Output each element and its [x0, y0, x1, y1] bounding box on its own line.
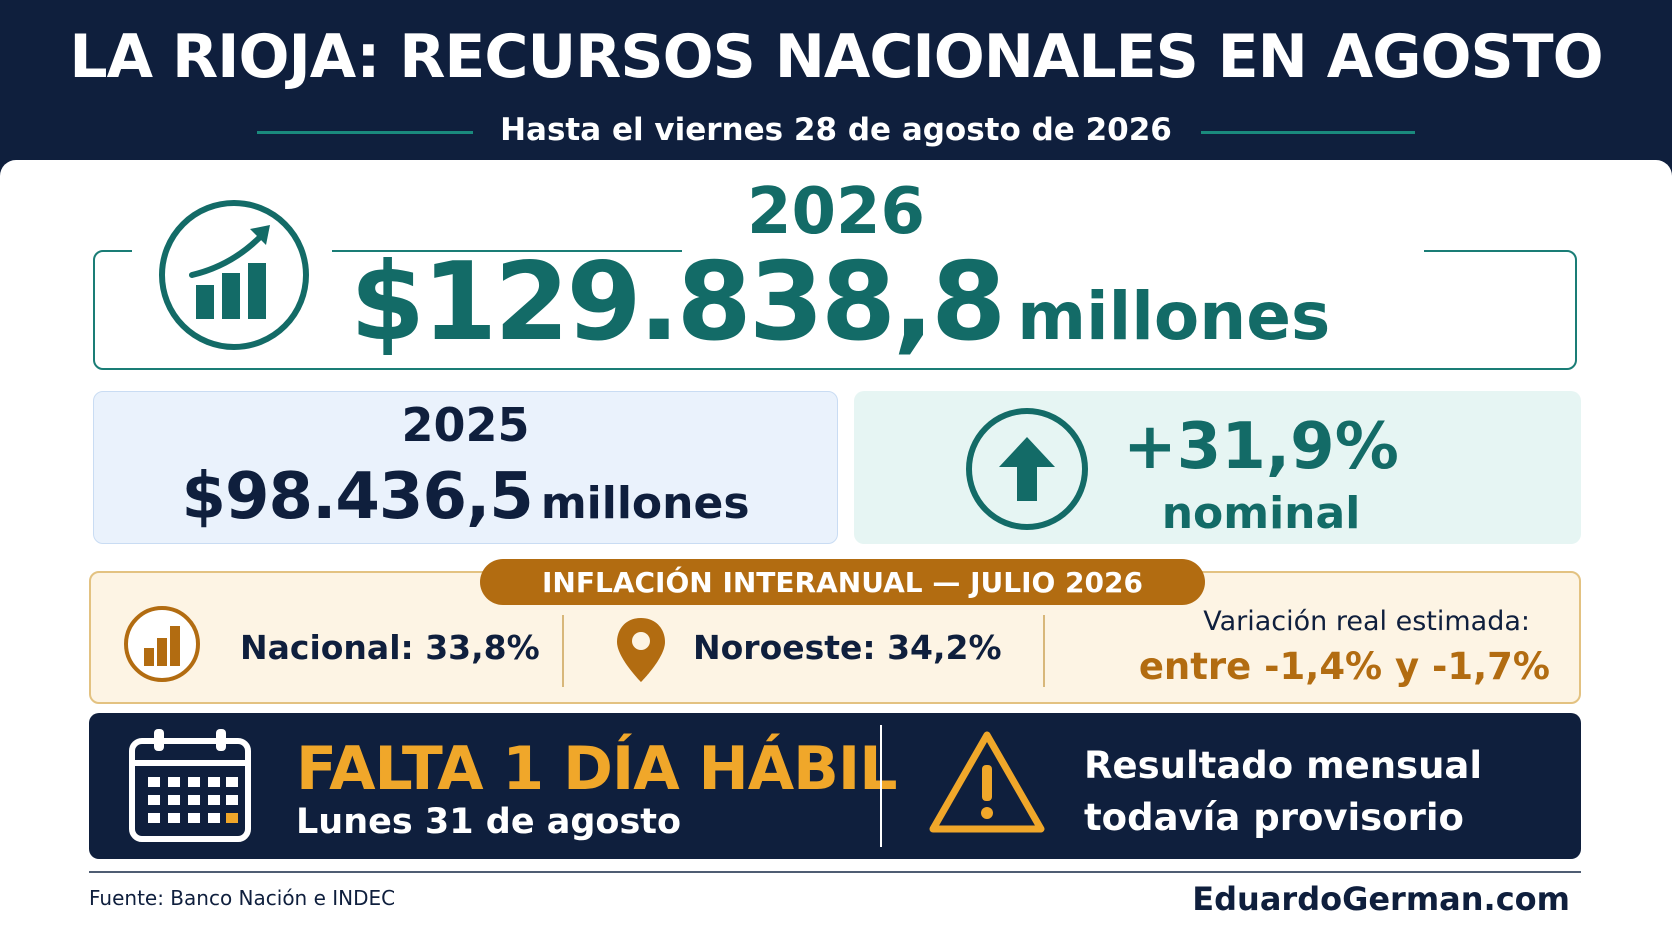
- status-box: [89, 713, 1581, 859]
- national-inflation: Nacional: 33,8%: [240, 628, 540, 667]
- inflation-divider-1: [562, 615, 564, 687]
- change-value: +31,9%: [1123, 410, 1399, 484]
- arrow-up-icon: [966, 408, 1088, 530]
- bar-chart-icon: [124, 606, 200, 682]
- current-amount: $129.838,8 millones: [350, 240, 1330, 365]
- location-pin-icon: [617, 618, 665, 682]
- previous-year-box: [93, 391, 838, 544]
- subtitle-right-rule: [1201, 131, 1415, 134]
- current-amount-unit: millones: [1017, 278, 1331, 355]
- northwest-inflation: Noroeste: 34,2%: [693, 628, 1002, 667]
- inflation-title: INFLACIÓN INTERANUAL — JULIO 2026: [542, 566, 1143, 599]
- current-amount-value: $129.838,8: [350, 240, 1006, 365]
- change-label: nominal: [1161, 488, 1361, 539]
- days-left: FALTA 1 DÍA HÁBIL: [296, 734, 897, 804]
- previous-amount: $98.436,5 millones: [93, 460, 838, 534]
- current-year: 2026: [746, 175, 926, 249]
- previous-amount-value: $98.436,5: [181, 460, 533, 534]
- subtitle-left-rule: [257, 131, 473, 134]
- subtitle-row: Hasta el viernes 28 de agosto de 2026: [0, 112, 1672, 152]
- closing-date: Lunes 31 de agosto: [296, 802, 682, 842]
- page-subtitle: Hasta el viernes 28 de agosto de 2026: [500, 112, 1172, 148]
- provisional-result-line-1: Resultado mensual: [1084, 744, 1483, 787]
- change-box: [854, 391, 1581, 544]
- provisional-result-line-2: todavía provisorio: [1084, 796, 1464, 839]
- calendar-icon: [129, 729, 251, 842]
- inflation-title-pill: [480, 559, 1205, 605]
- previous-year: 2025: [401, 398, 530, 452]
- warning-icon: [929, 731, 1045, 833]
- page-title: LA RIOJA: RECURSOS NACIONALES EN AGOSTO: [69, 22, 1603, 92]
- site-credit: EduardoGerman.com: [1192, 880, 1570, 918]
- trend-chart-icon: [159, 200, 309, 350]
- real-variation-label: Variación real estimada:: [1203, 606, 1530, 637]
- source-note: Fuente: Banco Nación e INDEC: [89, 886, 396, 910]
- status-divider: [880, 725, 882, 847]
- inflation-divider-2: [1043, 615, 1045, 687]
- footer-rule: [89, 871, 1581, 873]
- previous-amount-unit: millones: [540, 478, 750, 529]
- real-variation-value: entre -1,4% y -1,7%: [1138, 645, 1550, 688]
- provisional-result: Resultado mensual todavía provisorio: [1084, 740, 1482, 844]
- box-gap-center: [682, 246, 1424, 256]
